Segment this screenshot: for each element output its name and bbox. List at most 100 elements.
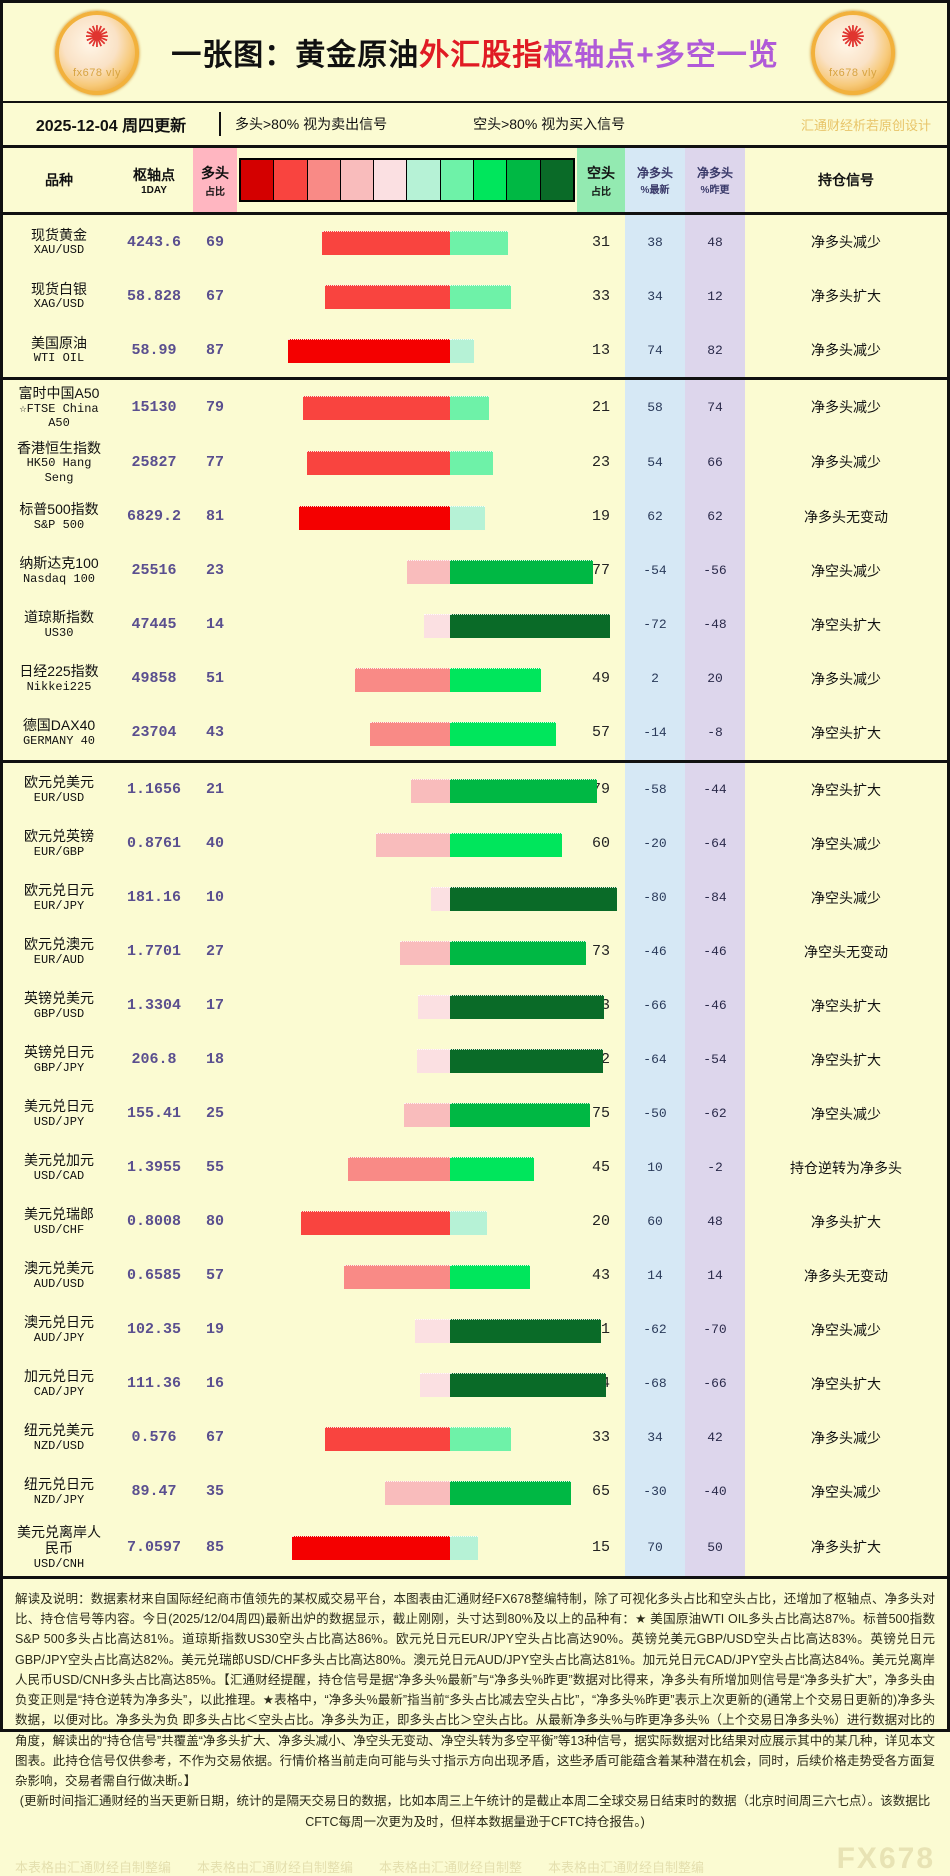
net-long-previous-value: -66: [685, 1356, 745, 1411]
instrument-name-cn: 美国原油: [31, 334, 87, 351]
instrument-symbol: GBP/JPY: [33, 1060, 85, 1075]
pivot-value: 15130: [131, 398, 177, 416]
watermark-row: 本表格由汇通财经自制整编 本表格由汇通财经自制整编 本表格由汇通财经自制整 本表…: [3, 1836, 947, 1876]
net-long-latest-value: 14: [625, 1248, 685, 1303]
pivot-value: 0.8008: [126, 1213, 181, 1231]
net-long-latest-value: 34: [625, 269, 685, 323]
net-long-previous-value: -84: [685, 870, 745, 925]
table-row: 欧元兑美元 EUR/USD 1.1656 21 79 -58 -44 净空头扩大: [3, 761, 947, 817]
instrument-name-cell: 加元兑日元 CAD/JPY: [3, 1357, 115, 1411]
instrument-name-cn: 纽元兑美元: [24, 1422, 94, 1439]
instrument-name-cell: 美国原油 WTI OIL: [3, 323, 115, 380]
instrument-symbol: CAD/JPY: [33, 1384, 85, 1399]
position-signal-value: 净空头减少: [811, 835, 881, 852]
net-long-previous-value: 50: [685, 1518, 745, 1576]
legend-swatch-8: [507, 160, 541, 200]
pivot-value: 0.6585: [126, 1267, 181, 1285]
pivot-value: 89.47: [131, 1483, 177, 1501]
instrument-name-cn: 欧元兑英镑: [24, 828, 94, 845]
instrument-name-cn: 富时中国A50: [18, 385, 100, 401]
net-long-previous-value: -2: [685, 1140, 745, 1195]
instrument-symbol: USD/CAD: [33, 1168, 85, 1183]
short-bar: [450, 396, 490, 421]
instrument-name-cell: 日经225指数 Nikkei225: [3, 652, 115, 706]
sentiment-bar: [237, 221, 577, 263]
pivot-value: 1.7701: [126, 943, 181, 961]
long-pct-value: 25: [205, 1105, 224, 1123]
long-pct-value: 80: [205, 1213, 224, 1231]
instrument-symbol: EUR/JPY: [33, 898, 85, 913]
long-bar: [347, 1156, 450, 1181]
pivot-value: 0.8761: [126, 835, 181, 853]
position-signal-value: 净空头减少: [811, 1321, 881, 1338]
table-row: 美元兑加元 USD/CAD 1.3955 55 45 10 -2 持仓逆转为净多头: [3, 1140, 947, 1195]
table-row: 现货黄金 XAU/USD 4243.6 69 31 38 48 净多头减少: [3, 213, 947, 269]
instrument-name-cn: 现货黄金: [31, 226, 87, 243]
net-long-previous-value: -46: [685, 978, 745, 1033]
instrument-name-cell: 道琼斯指数 US30: [3, 598, 115, 652]
instrument-name-cell: 纽元兑美元 NZD/USD: [3, 1411, 115, 1465]
sentiment-bar: [237, 769, 597, 811]
instrument-symbol: NZD/USD: [33, 1438, 85, 1453]
position-signal-value: 净空头扩大: [811, 781, 881, 798]
long-bar: [343, 1264, 450, 1289]
watermark-1: 本表格由汇通财经自制整编: [15, 1859, 172, 1875]
logo-right-subtext: fx678 vly: [829, 67, 877, 79]
long-pct-value: 17: [205, 997, 224, 1015]
short-bar: [450, 994, 605, 1019]
table-row: 日经225指数 Nikkei225 49858 51 49 2 20 净多头减少: [3, 651, 947, 706]
table-row: 美国原油 WTI OIL 58.99 87 13 74 82 净多头减少: [3, 323, 947, 380]
long-pct-value: 79: [205, 398, 224, 416]
instrument-name-cn: 现货白银: [31, 280, 87, 297]
position-signal-value: 净空头减少: [811, 889, 881, 906]
pivot-value: 7.0597: [126, 1538, 181, 1556]
instrument-symbol: Nikkei225: [26, 679, 92, 694]
net-long-latest-value: 38: [625, 213, 685, 269]
long-pct-value: 27: [205, 943, 224, 961]
long-pct-value: 40: [205, 835, 224, 853]
position-signal-value: 净空头减少: [811, 1105, 881, 1122]
positions-table: 品种 枢轴点 1DAY 多头 占比 空头 占比 净多头: [3, 148, 947, 1576]
sentiment-bar: [237, 275, 577, 317]
pivot-value: 49858: [131, 670, 177, 688]
short-bar: [450, 613, 610, 638]
instrument-name-cn: 纽元兑日元: [24, 1476, 94, 1493]
position-signal-value: 净多头扩大: [811, 1213, 881, 1230]
short-bar: [450, 1536, 478, 1561]
color-scale-legend: [239, 158, 575, 202]
instrument-name-cell: 美元兑瑞郎 USD/CHF: [3, 1195, 115, 1249]
net-long-previous-value: -64: [685, 816, 745, 871]
table-row: 富时中国A50 ☆FTSE China A50 15130 79 21 58 74 净多头减少: [3, 378, 947, 435]
long-bar: [325, 1426, 450, 1451]
position-signal-value: 净多头减少: [811, 1429, 881, 1446]
instrument-name-cn: 标普500指数: [19, 501, 99, 518]
short-bar: [450, 1156, 534, 1181]
short-pct-value: 19: [591, 508, 610, 526]
sentiment-bar: [237, 386, 577, 428]
instrument-name-cell: 纳斯达克100 Nasdaq 100: [3, 544, 115, 598]
footer-explanation: 解读及说明：数据素材来自国际经纪商市值领先的某权威交易平台，本图表由汇通财经FX…: [3, 1575, 947, 1836]
short-bar: [450, 940, 586, 965]
short-bar: [450, 721, 557, 746]
table-row: 纽元兑日元 NZD/JPY 89.47 35 65 -30 -40 净空头减少: [3, 1464, 947, 1519]
short-signal-note: 空头>80% 视为买入信号: [473, 116, 626, 132]
pivot-value: 206.8: [131, 1051, 177, 1069]
watermark-2: 本表格由汇通财经自制整编: [197, 1859, 354, 1875]
table-row: 澳元兑日元 AUD/JPY 102.35 19 81 -62 -70 净空头减少: [3, 1302, 947, 1357]
page-title-part-3: 枢轴点+多空一览: [543, 39, 779, 72]
pivot-value: 155.41: [126, 1105, 181, 1123]
net-long-latest-value: 34: [625, 1410, 685, 1465]
position-signal-value: 净空头减少: [811, 562, 881, 579]
position-signal-value: 净多头扩大: [811, 288, 881, 304]
position-signal-value: 净多头无变动: [804, 1267, 888, 1284]
sentiment-bar-cell: [237, 705, 577, 763]
pivot-value: 1.3304: [126, 997, 181, 1015]
table-row: 美元兑离岸人 民币 USD/CNH 7.0597 85 15 70 50 净多头扩大: [3, 1518, 947, 1576]
net-long-previous-value: 48: [685, 213, 745, 269]
header-short-pct: 空头 占比: [577, 148, 625, 215]
legend-swatch-9: [540, 160, 573, 200]
net-long-previous-value: -40: [685, 1464, 745, 1519]
sentiment-bar: [237, 658, 577, 700]
